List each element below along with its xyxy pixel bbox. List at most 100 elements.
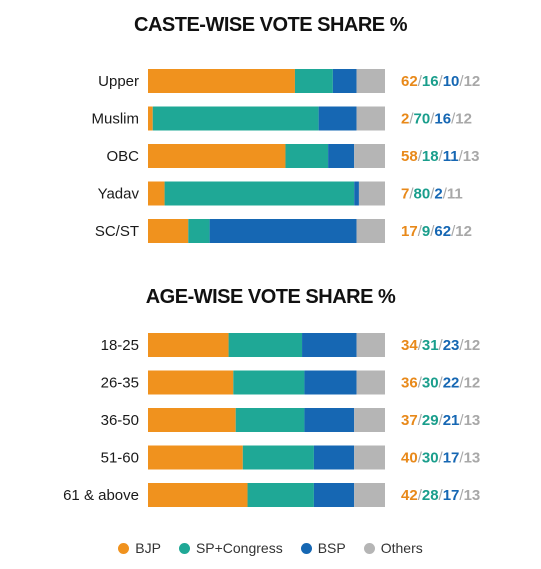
category-label-51-60: 51-60 bbox=[101, 450, 139, 467]
value-separator: / bbox=[418, 487, 423, 504]
value-separator: / bbox=[439, 73, 444, 90]
value-18-25-others: 12 bbox=[464, 337, 481, 354]
value-separator: / bbox=[439, 412, 444, 429]
bar-upper-sp-congress bbox=[294, 69, 333, 93]
value-separator: / bbox=[439, 148, 444, 165]
value-yadav-bjp: 7 bbox=[401, 186, 409, 203]
value-yadav-bsp: 2 bbox=[434, 186, 442, 203]
value-label-36-50: 37/29/21/13 bbox=[401, 412, 480, 429]
value-label-obc: 58/18/11/13 bbox=[401, 148, 479, 165]
bar-obc-bsp bbox=[328, 144, 355, 168]
bar-muslim-bsp bbox=[318, 106, 357, 131]
bar-51-60-bjp bbox=[148, 445, 243, 470]
legend-item-sp-congress: SP+Congress bbox=[178, 540, 283, 556]
bar-26-35-sp-congress bbox=[233, 370, 305, 395]
value-51-60-bjp: 40 bbox=[401, 450, 418, 467]
value-separator: / bbox=[459, 412, 464, 429]
value-label-18-25: 34/31/23/12 bbox=[401, 337, 480, 354]
value-separator: / bbox=[418, 375, 423, 392]
value-separator: / bbox=[409, 111, 414, 128]
bar-muslim-others bbox=[356, 106, 385, 131]
category-label-sc-st: SC/ST bbox=[95, 223, 139, 240]
value-label-upper: 62/16/10/12 bbox=[401, 73, 480, 90]
value-separator: / bbox=[430, 111, 435, 128]
value-separator: / bbox=[451, 223, 456, 240]
legend-label-bjp: BJP bbox=[135, 540, 161, 556]
bar-26-35-bsp bbox=[304, 370, 357, 395]
value-separator: / bbox=[459, 148, 464, 165]
value-upper-others: 12 bbox=[464, 73, 481, 90]
legend-swatch-bjp bbox=[118, 542, 130, 554]
value-36-50-bsp: 21 bbox=[443, 412, 460, 429]
legend-label-others: Others bbox=[380, 540, 423, 556]
value-obc-others: 13 bbox=[463, 148, 480, 165]
bar-muslim-bjp bbox=[148, 106, 153, 131]
legend-swatch-others bbox=[363, 542, 375, 554]
legend-swatch-bsp bbox=[300, 542, 312, 554]
bar-obc-sp-congress bbox=[285, 144, 329, 168]
value-61-above-others: 13 bbox=[464, 487, 481, 504]
value-label-51-60: 40/30/17/13 bbox=[401, 450, 480, 467]
value-separator: / bbox=[459, 375, 464, 392]
value-36-50-bjp: 37 bbox=[401, 412, 418, 429]
value-separator: / bbox=[418, 337, 423, 354]
bar-18-25-bsp bbox=[302, 333, 357, 357]
value-18-25-bjp: 34 bbox=[401, 337, 418, 354]
value-61-above-sp-congress: 28 bbox=[422, 487, 439, 504]
bar-18-25-sp-congress bbox=[228, 333, 303, 357]
legend-label-sp-congress: SP+Congress bbox=[195, 540, 283, 556]
value-26-35-bjp: 36 bbox=[401, 375, 418, 392]
bar-18-25-bjp bbox=[148, 333, 229, 357]
value-separator: / bbox=[418, 450, 423, 467]
bar-36-50-bjp bbox=[148, 408, 236, 432]
age-chart-title: AGE-WISE VOTE SHARE % bbox=[145, 286, 396, 308]
bar-sc-st-others bbox=[356, 219, 385, 243]
legend-swatch-sp-congress bbox=[178, 542, 190, 554]
value-sc-st-sp-congress: 9 bbox=[422, 223, 430, 240]
legend-item-others: Others bbox=[363, 540, 423, 556]
value-61-above-bsp: 17 bbox=[443, 487, 460, 504]
value-51-60-others: 13 bbox=[464, 450, 481, 467]
value-18-25-bsp: 23 bbox=[443, 337, 460, 354]
value-separator: / bbox=[439, 375, 444, 392]
category-label-upper: Upper bbox=[98, 73, 139, 90]
bar-61-above-bsp bbox=[313, 483, 355, 507]
bar-18-25-others bbox=[356, 333, 385, 357]
value-separator: / bbox=[459, 487, 464, 504]
bar-51-60-others bbox=[354, 445, 385, 470]
value-label-26-35: 36/30/22/12 bbox=[401, 375, 480, 392]
value-label-yadav: 7/80/2/11 bbox=[401, 186, 463, 203]
bar-36-50-sp-congress bbox=[235, 408, 305, 432]
legend: BJP SP+Congress BSP Others bbox=[0, 540, 541, 556]
value-obc-bsp: 11 bbox=[443, 148, 459, 165]
value-separator: / bbox=[418, 223, 423, 240]
value-yadav-sp-congress: 80 bbox=[414, 186, 431, 203]
value-separator: / bbox=[443, 186, 448, 203]
value-separator: / bbox=[418, 148, 423, 165]
value-61-above-bjp: 42 bbox=[401, 487, 418, 504]
value-muslim-bjp: 2 bbox=[401, 111, 409, 128]
bar-yadav-sp-congress bbox=[164, 181, 355, 206]
value-sc-st-bsp: 62 bbox=[434, 223, 451, 240]
value-label-muslim: 2/70/16/12 bbox=[401, 111, 472, 128]
value-label-sc-st: 17/9/62/12 bbox=[401, 223, 472, 240]
value-label-61-above: 42/28/17/13 bbox=[401, 487, 480, 504]
value-obc-bjp: 58 bbox=[401, 148, 418, 165]
value-36-50-sp-congress: 29 bbox=[422, 412, 439, 429]
bar-26-35-bjp bbox=[148, 370, 234, 395]
bar-muslim-sp-congress bbox=[152, 106, 319, 131]
value-51-60-sp-congress: 30 bbox=[422, 450, 439, 467]
value-sc-st-bjp: 17 bbox=[401, 223, 418, 240]
category-label-muslim: Muslim bbox=[92, 111, 140, 128]
value-sc-st-others: 12 bbox=[455, 223, 472, 240]
value-separator: / bbox=[418, 412, 423, 429]
value-muslim-sp-congress: 70 bbox=[414, 111, 431, 128]
value-36-50-others: 13 bbox=[464, 412, 481, 429]
bar-upper-bjp bbox=[148, 69, 295, 93]
bar-26-35-others bbox=[356, 370, 385, 395]
bar-36-50-others bbox=[354, 408, 385, 432]
bar-51-60-sp-congress bbox=[242, 445, 314, 470]
bar-upper-others bbox=[356, 69, 385, 93]
bar-sc-st-bjp bbox=[148, 219, 189, 243]
